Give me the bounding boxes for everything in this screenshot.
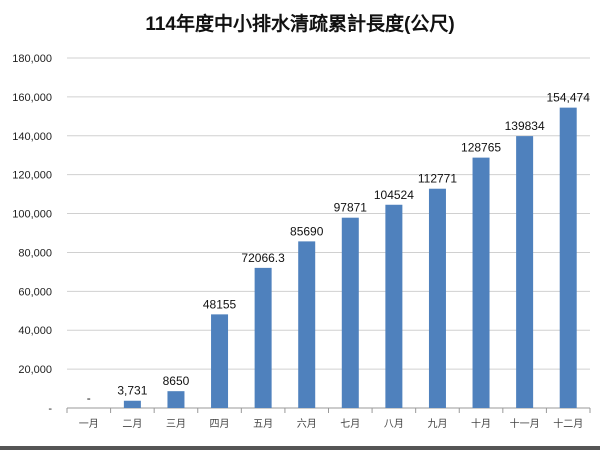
y-tick-label: 100,000 — [12, 209, 52, 221]
data-label: 104524 — [374, 188, 414, 202]
data-label: 72066.3 — [241, 251, 285, 265]
y-tick-label: 180,000 — [12, 53, 52, 65]
bar-6 — [298, 241, 316, 408]
bar-5 — [254, 267, 272, 408]
bar-11 — [516, 136, 534, 408]
x-tick-label: 十月 — [471, 417, 491, 430]
x-tick-label: 八月 — [384, 418, 404, 430]
x-tick-label: 四月 — [210, 418, 230, 430]
data-label: 48155 — [203, 297, 237, 311]
y-tick-label: 80,000 — [18, 247, 52, 259]
y-tick-label: 40,000 — [18, 325, 52, 337]
x-tick-label: 三月 — [166, 418, 186, 430]
data-label: 8650 — [163, 374, 190, 388]
data-label: 154,474 — [547, 91, 591, 105]
x-tick-label: 九月 — [427, 418, 447, 430]
bars — [123, 107, 577, 409]
y-tick-label: 140,000 — [12, 131, 52, 143]
data-label: 128765 — [461, 141, 501, 155]
x-tick-label: 十一月 — [510, 417, 540, 430]
data-label: 139834 — [505, 119, 545, 133]
x-tick-label: 二月 — [122, 418, 142, 430]
x-tick-label: 五月 — [253, 418, 273, 430]
bar-3 — [167, 391, 185, 408]
gridlines — [67, 57, 590, 409]
data-label: - — [87, 391, 91, 405]
data-label: 112771 — [418, 172, 457, 186]
bar-10 — [472, 157, 490, 408]
data-labels: - 3,731 8650 48155 72066.3 85690 97871 104524 11… — [87, 91, 590, 405]
x-tick-label: 六月 — [297, 418, 317, 430]
bar-9 — [428, 188, 446, 408]
data-label: 3,731 — [117, 384, 147, 398]
y-tick-label: 20,000 — [18, 364, 52, 376]
bar-2 — [123, 400, 141, 408]
bar-8 — [385, 204, 403, 408]
y-tick-label: 120,000 — [12, 170, 52, 182]
y-tick-label: 160,000 — [12, 92, 52, 104]
bottom-border — [0, 446, 600, 450]
y-axis-ticks: - 20,000 40,000 60,000 80,000 100,000 120,000 1… — [12, 53, 52, 415]
data-label: 97871 — [334, 201, 368, 215]
x-axis-ticks: 一月 二月 三月 四月 五月 六月 七月 八月 九月 十月 十一月 十二月 — [66, 408, 591, 430]
y-tick-label: - — [48, 403, 52, 415]
x-tick-label: 一月 — [79, 418, 99, 430]
y-tick-label: 60,000 — [18, 286, 52, 298]
x-tick-label: 十二月 — [553, 417, 583, 430]
chart-title: 114年度中小排水清疏累計長度(公尺) — [145, 12, 454, 35]
bar-12 — [559, 107, 577, 409]
x-tick-label: 七月 — [340, 418, 360, 430]
bar-7 — [341, 217, 359, 408]
bar-4 — [211, 314, 229, 408]
data-label: 85690 — [290, 224, 324, 238]
